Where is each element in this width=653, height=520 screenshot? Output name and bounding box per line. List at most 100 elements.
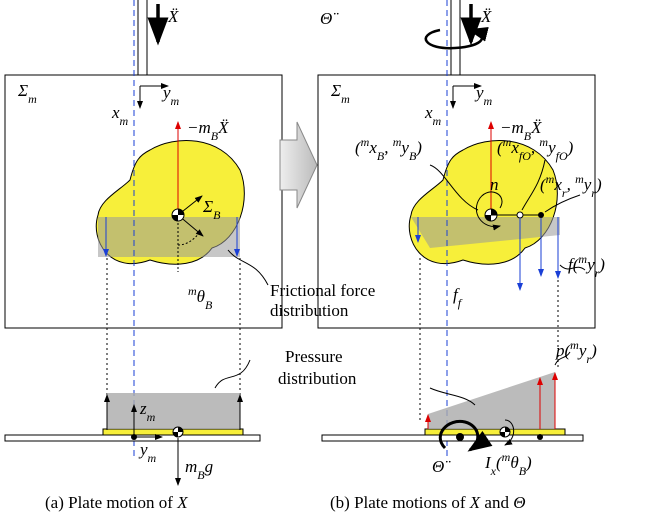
caption-part: X (176, 493, 188, 512)
label-sub: B (205, 298, 213, 312)
caption: (a) Plate motion of X (45, 493, 188, 512)
origin (456, 433, 464, 441)
label-sub: m (341, 92, 350, 106)
math-label: Ix(mθB) (484, 450, 532, 478)
leader (215, 360, 250, 388)
annotation: distribution (278, 369, 357, 388)
caption-part: X (469, 493, 481, 512)
math-label: Σm (17, 81, 37, 106)
label-text: , (567, 175, 576, 194)
figure: ẌΣmymxm−mBẌΣBmθBΘ̈ẌΣmymxm−mBẌ(mxB, myB)(… (0, 0, 653, 520)
label-sub: m (148, 451, 157, 465)
label-text: m (185, 457, 197, 476)
label-sub: m (484, 94, 493, 108)
point-r (537, 434, 543, 440)
math-label: mBg (185, 457, 213, 482)
label-sub: m (120, 114, 129, 128)
label-sup: m (188, 284, 197, 298)
label-sup: m (502, 450, 511, 464)
label-text: Ẍ (217, 118, 229, 137)
caption-part: and (480, 493, 513, 512)
caption-part: Θ (513, 493, 525, 512)
annotation: Frictional force (270, 281, 375, 300)
math-label: Θ̈ (432, 457, 451, 476)
math-label: ym (161, 83, 180, 108)
label-text: θ (197, 287, 205, 306)
friction-center (517, 212, 523, 218)
math-label: Θ̈ (320, 9, 339, 28)
label-text: −m (187, 118, 211, 137)
pressure-region (107, 393, 240, 429)
friction-region (98, 217, 240, 257)
label-text: ) (595, 175, 602, 194)
label-text: ) (567, 138, 574, 157)
label-text: p( (555, 341, 572, 360)
annotation: distribution (270, 301, 349, 320)
math-label: (mxB, myB) (355, 135, 422, 163)
label-text: n (490, 175, 499, 194)
math-label: Ẍ (480, 7, 492, 26)
math-label: Σm (330, 81, 350, 106)
label-text: , (531, 138, 540, 157)
label-sup: m (361, 135, 370, 149)
label-text: θ (510, 453, 518, 472)
label-sup: m (546, 172, 555, 186)
math-label: −mBẌ (187, 118, 229, 143)
label-text: Ẍ (480, 7, 492, 26)
transition-arrow (280, 122, 317, 208)
label-sub: fO (519, 149, 531, 163)
caption-part: (a) Plate motion of (45, 493, 177, 512)
label-sup: m (393, 135, 402, 149)
leader (228, 250, 268, 285)
origin (131, 434, 137, 440)
label-text: y (546, 138, 556, 157)
label-sub: m (433, 114, 442, 128)
label-sup: m (575, 172, 584, 186)
label-sub: fO (556, 149, 568, 163)
label-sup: m (570, 338, 579, 352)
math-label: ym (138, 440, 157, 465)
caption: (b) Plate motions of X and Θ (330, 493, 525, 512)
label-text: Θ̈ (320, 9, 339, 28)
math-label: xm (111, 103, 129, 128)
label-text: y (582, 175, 592, 194)
label-text: Σ (202, 197, 213, 216)
label-text: Ẍ (167, 7, 179, 26)
label-sup: m (539, 135, 548, 149)
label-text: Σ (17, 81, 28, 100)
label-sub: f (458, 296, 463, 310)
label-text: ) (415, 138, 422, 157)
math-label: p(myr) (555, 338, 597, 366)
label-text: g (205, 457, 214, 476)
caption-part: (b) Plate motions of (330, 493, 470, 512)
label-text: y (577, 341, 587, 360)
label-sub: m (28, 92, 37, 106)
math-label: ff (453, 285, 463, 310)
point-r (538, 212, 544, 218)
rotation-arrow (426, 30, 482, 48)
label-text: Σ (330, 81, 341, 100)
math-label: ym (474, 83, 493, 108)
math-label: mθB (188, 284, 213, 312)
label-text: y (138, 440, 148, 459)
label-text: y (161, 83, 171, 102)
label-text: ) (525, 453, 532, 472)
math-label: f(myr) (568, 252, 605, 280)
label-text: y (399, 138, 409, 157)
label-text: ) (598, 255, 605, 274)
math-label: n (490, 175, 499, 194)
math-label: Ẍ (167, 7, 179, 26)
label-text: y (585, 255, 595, 274)
label-sub: B (213, 208, 221, 222)
plate (322, 435, 583, 441)
label-text: ) (590, 341, 597, 360)
annotation: Pressure (285, 347, 343, 366)
label-sub: m (147, 410, 156, 424)
label-sub: m (171, 94, 180, 108)
label-text: y (474, 83, 484, 102)
math-label: xm (424, 103, 442, 128)
label-sup: m (503, 135, 512, 149)
label-sup: m (578, 252, 587, 266)
label-text: Θ̈ (432, 457, 451, 476)
object-side (425, 429, 565, 435)
